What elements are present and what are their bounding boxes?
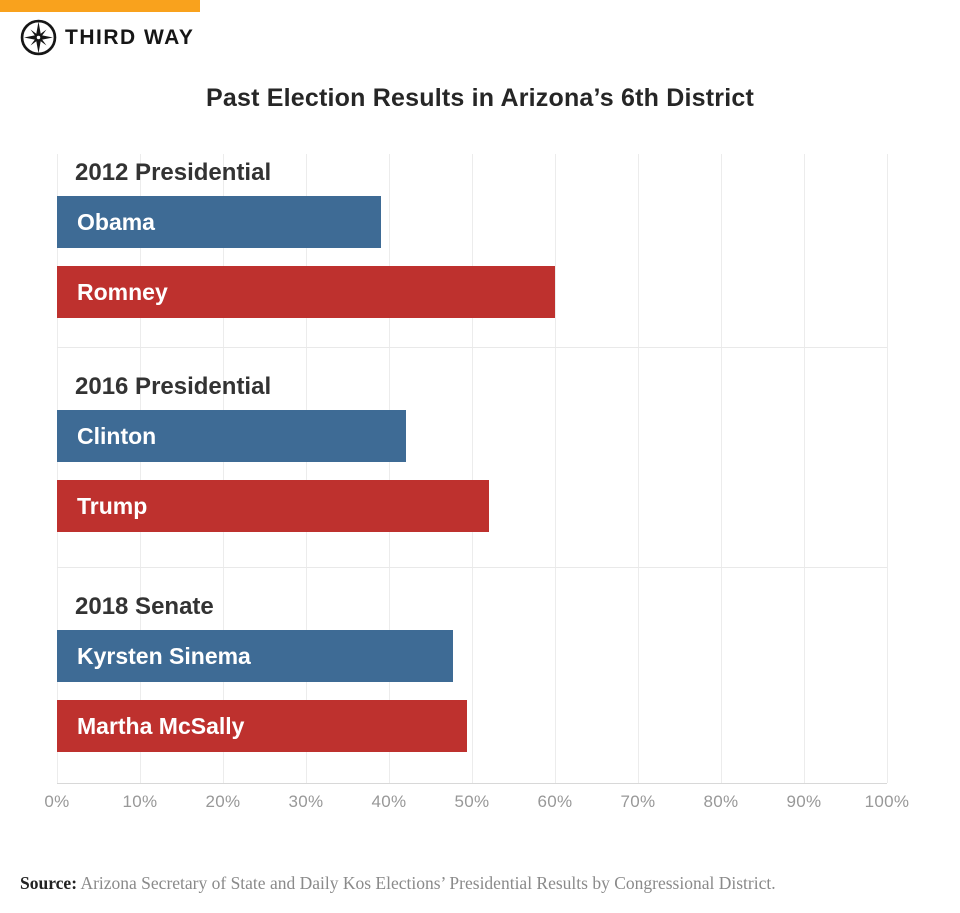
x-axis-tick-label: 40% [371, 792, 407, 811]
group-label: 2018 Senate [75, 593, 214, 620]
gridline-80% [720, 154, 722, 783]
gridline-70% [637, 154, 639, 783]
group-row: 2018 Senate Kyrsten Sinema Martha McSally [57, 567, 887, 784]
x-axis-tick-label: 80% [703, 792, 739, 811]
gridline-50% [471, 154, 473, 783]
source-label: Source: [20, 873, 78, 893]
gridline-30% [305, 154, 307, 783]
source-note: Source: Arizona Secretary of State and D… [20, 873, 940, 894]
bar-obama: Obama [57, 196, 381, 248]
x-axis-tick-label: 30% [288, 792, 324, 811]
bar-martha-mcsally: Martha McSally [57, 700, 468, 752]
brand-name: THIRD WAY [65, 25, 195, 49]
header: THIRD WAY [20, 19, 194, 56]
source-text: Arizona Secretary of State and Daily Kos… [77, 873, 776, 893]
bar-romney: Romney [57, 266, 555, 318]
x-axis-tick-label: 70% [620, 792, 656, 811]
x-axis-tick-label: 10% [122, 792, 158, 811]
x-axis-tick-label: 60% [537, 792, 573, 811]
bar-trump: Trump [57, 480, 489, 532]
x-axis-labels: 0% 10% 20% 30% 40% 50% 60% 70% 80% 90% 100% [44, 792, 909, 816]
x-axis-tick-label: 100% [864, 792, 910, 811]
group-label: 2016 Presidential [75, 373, 272, 400]
group-row: 2012 Presidential Obama Romney [57, 154, 887, 347]
gridline-90% [803, 154, 805, 783]
gridline-20% [222, 154, 224, 783]
x-axis-tick-label: 90% [786, 792, 822, 811]
gridline-10% [139, 154, 141, 783]
gridline-0% [56, 154, 58, 783]
bar-chart: 2012 Presidential Obama Romney 2016 Preside… [44, 154, 909, 811]
group-label: 2012 Presidential [75, 159, 272, 186]
bar-kyrsten-sinema: Kyrsten Sinema [57, 630, 453, 682]
x-axis-tick-label: 20% [205, 792, 241, 811]
third-way-compass-logo-icon [20, 19, 57, 56]
group-row: 2016 Presidential Clinton Trump [57, 347, 887, 567]
bar-clinton: Clinton [57, 410, 406, 462]
gridline-100% [886, 154, 888, 783]
brand-accent-bar [0, 0, 200, 12]
gridline-40% [388, 154, 390, 783]
x-axis-tick-label: 50% [454, 792, 490, 811]
chart-rows: 2012 Presidential Obama Romney 2016 Preside… [57, 154, 887, 783]
x-axis-tick-label: 0% [44, 792, 70, 811]
chart-title: Past Election Results in Arizona’s 6th D… [206, 84, 754, 112]
gridline-60% [554, 154, 556, 783]
